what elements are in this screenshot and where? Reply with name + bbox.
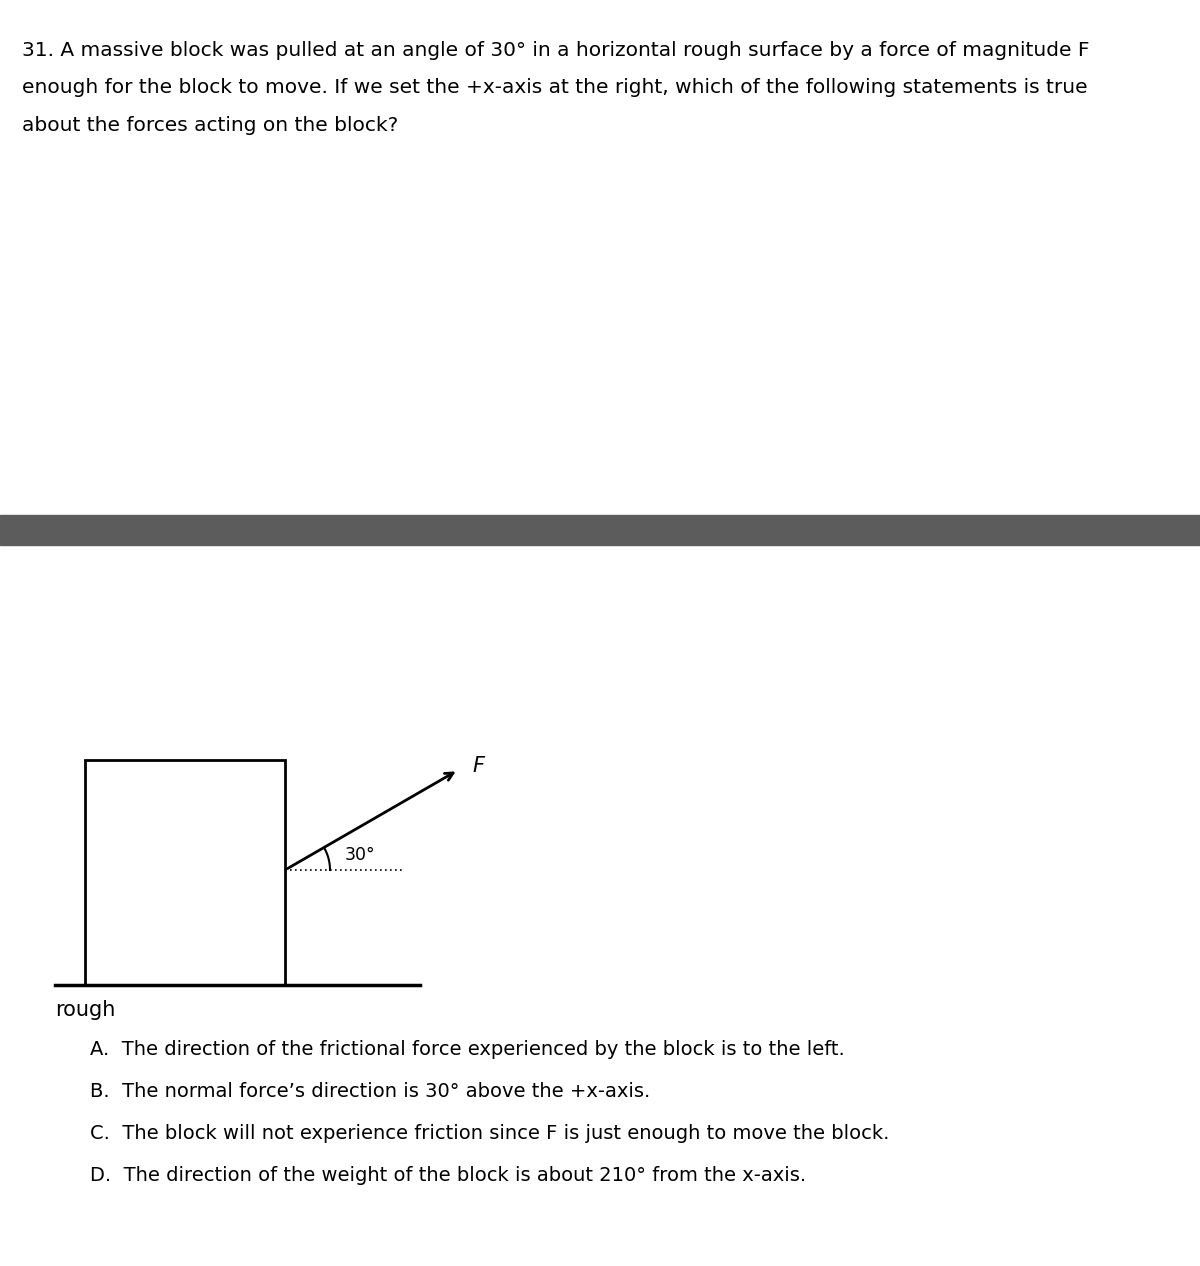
Text: F: F — [473, 756, 485, 776]
Text: C.  The block will not experience friction since F is just enough to move the bl: C. The block will not experience frictio… — [90, 1124, 889, 1143]
Text: 30°: 30° — [344, 846, 376, 863]
Text: rough: rough — [55, 1000, 115, 1020]
Text: A.  The direction of the frictional force experienced by the block is to the lef: A. The direction of the frictional force… — [90, 1039, 845, 1058]
Text: 31. A massive block was pulled at an angle of 30° in a horizontal rough surface : 31. A massive block was pulled at an ang… — [22, 41, 1090, 60]
Bar — [0, 515, 1200, 544]
Text: B.  The normal force’s direction is 30° above the +x-axis.: B. The normal force’s direction is 30° a… — [90, 1082, 650, 1101]
Text: enough for the block to move. If we set the +x-axis at the right, which of the f: enough for the block to move. If we set … — [22, 78, 1087, 97]
Text: about the forces acting on the block?: about the forces acting on the block? — [22, 116, 398, 135]
Bar — [85, 760, 286, 985]
Text: D.  The direction of the weight of the block is about 210° from the x-axis.: D. The direction of the weight of the bl… — [90, 1166, 806, 1185]
